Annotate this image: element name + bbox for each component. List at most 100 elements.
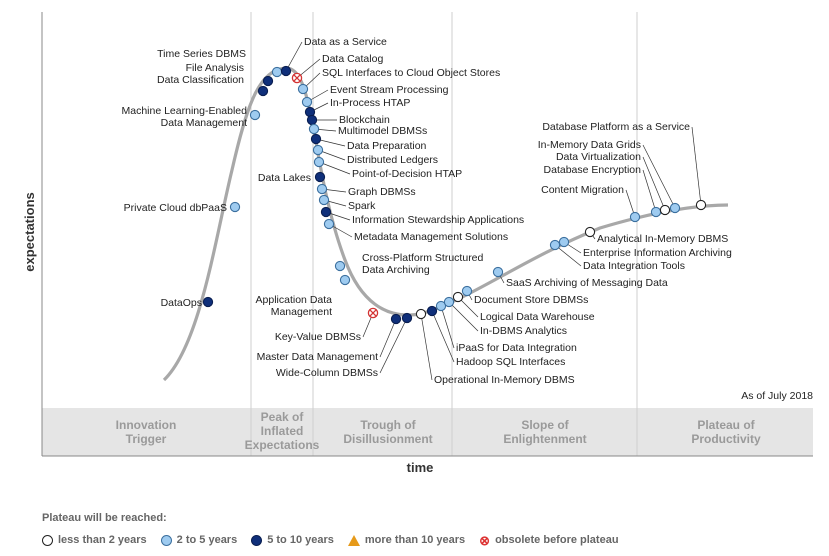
tech-marker-in-dbms-analytics[interactable] bbox=[443, 296, 455, 308]
phase-peak-line1: Peak of bbox=[261, 410, 305, 424]
tech-marker-ipaas[interactable] bbox=[435, 300, 447, 312]
tech-marker-db-platform-service[interactable] bbox=[695, 199, 707, 211]
phase-peak-line3: Expectations bbox=[245, 438, 320, 452]
tech-label-analytical-imdbms: Analytical In-Memory DBMS bbox=[597, 233, 728, 245]
tech-label-time-series: Time Series DBMS bbox=[157, 48, 246, 60]
tech-marker-app-data-mgmt[interactable] bbox=[339, 274, 351, 286]
tech-marker-data-preparation[interactable] bbox=[310, 133, 322, 145]
tech-marker-file-analysis[interactable] bbox=[262, 75, 274, 87]
orange-triangle-icon bbox=[347, 534, 360, 546]
x-axis-label: time bbox=[407, 460, 434, 475]
tech-marker-distributed-ledgers[interactable] bbox=[312, 144, 324, 156]
phase-innovation-trigger-line2: Trigger bbox=[126, 432, 167, 446]
leader-line-operational-imdbms bbox=[420, 313, 433, 381]
tech-marker-spark[interactable] bbox=[318, 194, 330, 206]
tech-label-file-analysis: File Analysis bbox=[186, 62, 244, 74]
tech-label-info-stewardship: Information Stewardship Applications bbox=[352, 214, 524, 226]
tech-marker-saas-archiving[interactable] bbox=[492, 266, 504, 278]
legend-item-less-than-2-years: less than 2 years bbox=[42, 534, 147, 546]
tech-label-in-process-htap: In-Process HTAP bbox=[330, 97, 410, 109]
leader-line-db-platform-service bbox=[691, 126, 702, 206]
legend-item-2-to-5-years: 2 to 5 years bbox=[160, 534, 237, 546]
tech-label-in-dbms-analytics: In-DBMS Analytics bbox=[480, 325, 567, 337]
tech-marker-database-encryption[interactable] bbox=[650, 206, 662, 218]
tech-marker-data-classification[interactable] bbox=[257, 85, 269, 97]
white-circle-icon bbox=[42, 534, 53, 546]
phase-slope-line2: Enlightenment bbox=[503, 432, 586, 446]
tech-marker-logical-dw[interactable] bbox=[452, 291, 464, 303]
tech-label-spark: Spark bbox=[348, 200, 376, 212]
leader-line-data-as-a-service bbox=[285, 41, 303, 72]
tech-marker-private-cloud[interactable] bbox=[229, 201, 241, 213]
tech-marker-graph-dbms[interactable] bbox=[316, 183, 328, 195]
tech-marker-ml-enabled[interactable] bbox=[249, 109, 261, 121]
tech-marker-analytical-imdbms[interactable] bbox=[584, 226, 596, 238]
tech-marker-metadata-mgmt[interactable] bbox=[323, 218, 335, 230]
tech-label-data-lakes: Data Lakes bbox=[258, 172, 311, 184]
tech-label-dataops: DataOps bbox=[161, 297, 202, 309]
tech-label-data-as-a-service: Data as a Service bbox=[304, 36, 387, 48]
phase-plateau-line2: Productivity bbox=[691, 432, 761, 446]
tech-label-document-store: Document Store DBMSs bbox=[474, 294, 588, 306]
tech-label-ipaas: iPaaS for Data Integration bbox=[456, 342, 577, 354]
tech-marker-pod-htap[interactable] bbox=[313, 156, 325, 168]
legend-item-more-than-10-years: more than 10 years bbox=[347, 534, 466, 546]
tech-marker-key-value[interactable] bbox=[367, 307, 379, 319]
tech-marker-operational-imdbms[interactable] bbox=[415, 308, 427, 320]
leader-line-hadoop-sql bbox=[431, 310, 455, 363]
tech-label-operational-imdbms: Operational In-Memory DBMS bbox=[434, 374, 575, 386]
tech-label-distributed-ledgers: Distributed Ledgers bbox=[347, 154, 438, 166]
tech-marker-blockchain[interactable] bbox=[306, 114, 318, 126]
leader-line-ipaas bbox=[440, 305, 455, 349]
tech-label-app-data-mgmt: Application Data Management bbox=[256, 294, 333, 318]
tech-marker-data-as-a-service[interactable] bbox=[280, 65, 292, 77]
tech-marker-multimodel[interactable] bbox=[308, 123, 320, 135]
phase-labels: Innovation Trigger Peak of Inflated Expe… bbox=[116, 410, 761, 452]
leader-line-pod-htap bbox=[318, 161, 351, 175]
tech-marker-enterprise-info-archiving[interactable] bbox=[558, 236, 570, 248]
tech-marker-time-series[interactable] bbox=[271, 66, 283, 78]
obsolete-x-circle-icon: ⊗ bbox=[479, 532, 491, 548]
legend-label: more than 10 years bbox=[364, 534, 466, 546]
tech-marker-data-integration-tools[interactable] bbox=[549, 239, 561, 251]
tech-label-data-virtualization: Data Virtualization bbox=[556, 151, 641, 163]
tech-label-enterprise-info-archiving: Enterprise Information Archiving bbox=[583, 247, 732, 259]
tech-marker-cross-platform[interactable] bbox=[334, 260, 346, 272]
tech-marker-content-migration[interactable] bbox=[629, 211, 641, 223]
tech-label-master-data: Master Data Management bbox=[257, 351, 378, 363]
legend-label: 5 to 10 years bbox=[267, 534, 334, 546]
tech-marker-info-stewardship[interactable] bbox=[320, 206, 332, 218]
tech-marker-hadoop-sql[interactable] bbox=[426, 305, 438, 317]
tech-marker-sql-interfaces[interactable] bbox=[297, 83, 309, 95]
phase-band bbox=[42, 408, 813, 456]
tech-label-metadata-mgmt: Metadata Management Solutions bbox=[354, 231, 508, 243]
tech-label-hadoop-sql: Hadoop SQL Interfaces bbox=[456, 356, 565, 368]
phase-plateau-line1: Plateau of bbox=[697, 418, 755, 432]
tech-label-private-cloud: Private Cloud dbPaaS bbox=[124, 202, 227, 214]
tech-marker-document-store[interactable] bbox=[461, 285, 473, 297]
tech-label-graph-dbms: Graph DBMSs bbox=[348, 186, 416, 198]
leader-line-master-data bbox=[379, 318, 397, 358]
tech-label-event-stream: Event Stream Processing bbox=[330, 84, 449, 96]
tech-label-multimodel: Multimodel DBMSs bbox=[338, 125, 427, 137]
tech-marker-event-stream[interactable] bbox=[301, 96, 313, 108]
tech-marker-in-memory-grids[interactable] bbox=[669, 202, 681, 214]
leader-line-in-memory-grids bbox=[642, 144, 676, 209]
tech-marker-data-lakes[interactable] bbox=[314, 171, 326, 183]
tech-marker-dataops[interactable] bbox=[202, 296, 214, 308]
phase-peak-line2: Inflated bbox=[261, 424, 304, 438]
as-of-date: As of July 2018 bbox=[741, 390, 813, 402]
technology-labels: DataOps Private Cloud dbPaaS Machine Learn… bbox=[121, 36, 731, 386]
tech-marker-master-data[interactable] bbox=[390, 313, 402, 325]
legend-items: less than 2 years 2 to 5 years 5 to 10 y… bbox=[42, 532, 822, 548]
tech-label-key-value: Key-Value DBMSs bbox=[275, 331, 361, 343]
tech-marker-wide-column[interactable] bbox=[401, 312, 413, 324]
dark-blue-circle-icon bbox=[251, 534, 263, 546]
tech-marker-data-virtualization[interactable] bbox=[659, 204, 671, 216]
phase-trough-line2: Disillusionment bbox=[343, 432, 432, 446]
phase-slope-line1: Slope of bbox=[521, 418, 569, 432]
tech-marker-data-catalog[interactable] bbox=[291, 72, 303, 84]
phase-innovation-trigger-line1: Innovation bbox=[116, 418, 177, 432]
legend-item-5-to-10-years: 5 to 10 years bbox=[251, 534, 334, 546]
